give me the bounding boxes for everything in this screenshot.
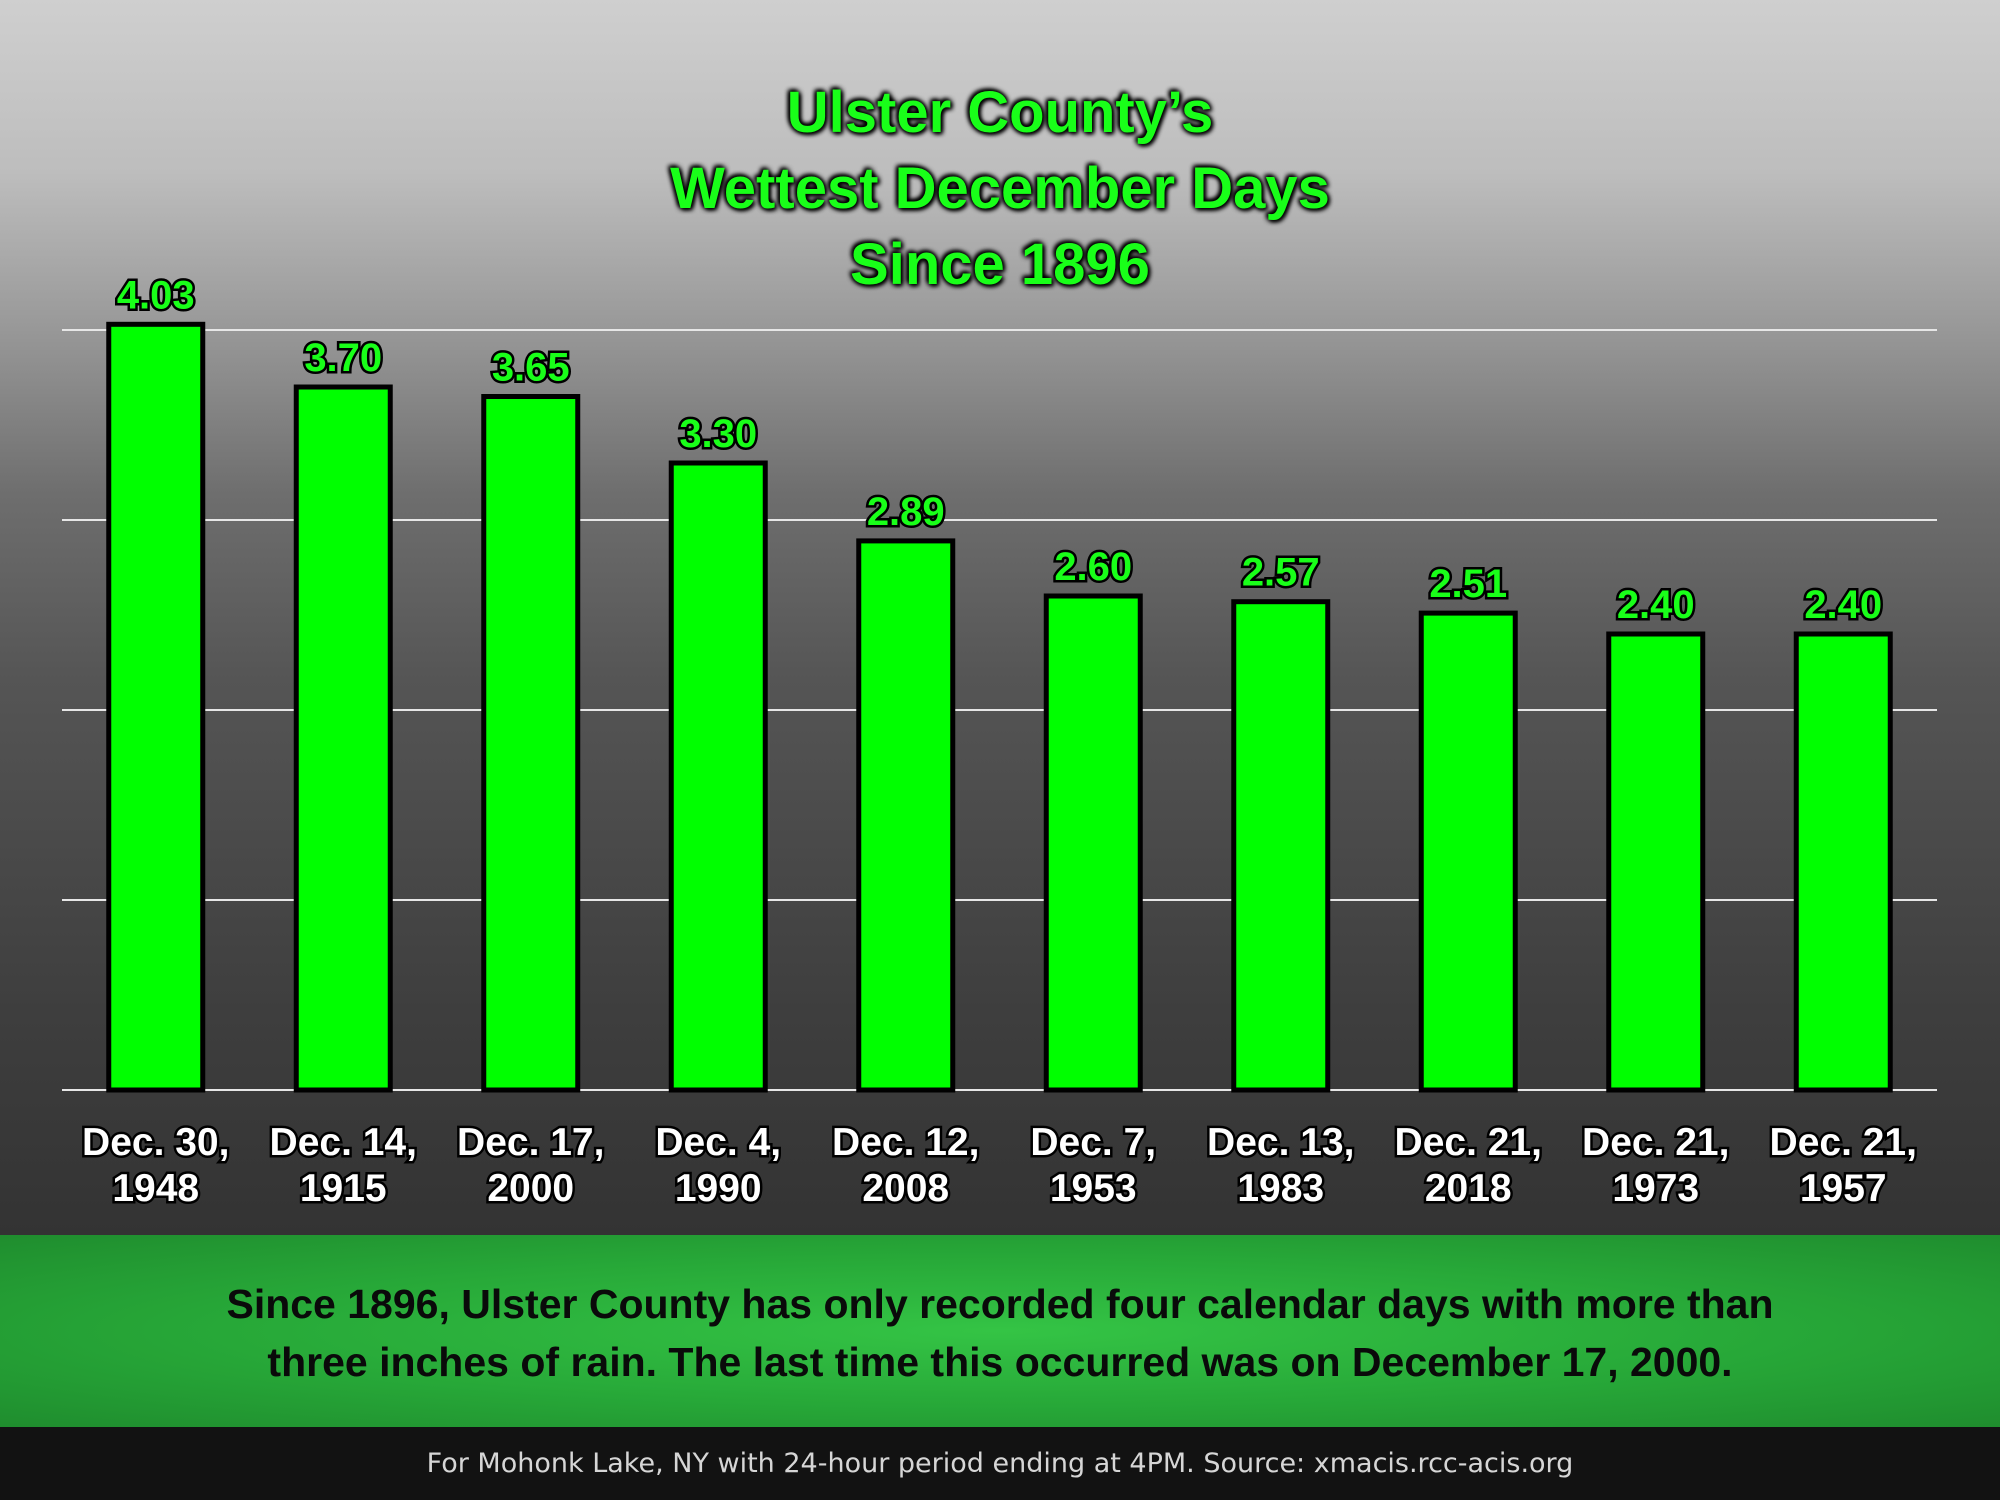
tick-label-1-line-0: Dec. 14,: [270, 1121, 417, 1164]
tick-label-1: Dec. 14, 1915: [270, 1121, 417, 1210]
tick-label-6: Dec. 13, 1983: [1207, 1121, 1354, 1210]
source-note: For Mohonk Lake, NY with 24-hour period …: [426, 1448, 1574, 1479]
tick-label-3-line-0: Dec. 4,: [655, 1121, 781, 1164]
tick-label-6-line-1: 1983: [1237, 1167, 1324, 1210]
value-label-8: 2.40: [1617, 583, 1695, 627]
chart-title-line-1: Ulster County’s: [786, 80, 1214, 145]
bar-5: [1043, 593, 1143, 1093]
tick-label-8-line-1: 1973: [1612, 1167, 1699, 1210]
tick-label-7-line-1: 2018: [1425, 1167, 1512, 1210]
value-label-9: 2.40: [1804, 583, 1882, 627]
value-label-6: 2.57: [1242, 551, 1320, 595]
value-label-1: 3.70: [304, 336, 382, 380]
chart-title-line-2: Wettest December Days: [670, 156, 1330, 221]
tick-label-1-line-1: 1915: [300, 1167, 387, 1210]
tick-label-9-line-0: Dec. 21,: [1770, 1121, 1917, 1164]
value-label-0: 4.03: [117, 273, 195, 317]
chart-title: Ulster County’s Wettest December Days Si…: [400, 75, 1600, 303]
tick-label-9: Dec. 21, 1957: [1770, 1121, 1917, 1210]
tick-label-4-line-1: 2008: [862, 1167, 949, 1210]
bar-chart: 4.03 3.70 3.65 3.30 2.89 2.60 2.57 2.51 2.40 2.40…: [62, 271, 1937, 1213]
bar-4: [856, 538, 956, 1093]
value-label-4: 2.89: [867, 490, 945, 534]
tick-label-0: Dec. 30, 1948: [82, 1121, 229, 1210]
value-label-3: 3.30: [679, 412, 757, 456]
bar-7: [1418, 610, 1518, 1093]
tick-label-0-line-1: 1948: [112, 1167, 199, 1210]
footer-note-line-2: three inches of rain. The last time this…: [267, 1339, 1733, 1385]
bars: [106, 321, 1893, 1093]
tick-label-3: Dec. 4, 1990: [655, 1121, 781, 1210]
tick-label-5-line-1: 1953: [1050, 1167, 1137, 1210]
chart-title-line-3: Since 1896: [850, 232, 1150, 297]
bar-9: [1793, 631, 1893, 1093]
tick-label-3-line-1: 1990: [675, 1167, 762, 1210]
tick-label-4-line-0: Dec. 12,: [832, 1121, 979, 1164]
footer-note: Since 1896, Ulster County has only recor…: [30, 1275, 1970, 1391]
bar-2: [481, 394, 581, 1093]
footer-note-line-1: Since 1896, Ulster County has only recor…: [226, 1281, 1774, 1327]
bar-0: [106, 321, 206, 1093]
value-label-7: 2.51: [1429, 562, 1507, 606]
tick-label-2-line-1: 2000: [487, 1167, 574, 1210]
tick-label-2-line-0: Dec. 17,: [457, 1121, 604, 1164]
tick-label-8-line-0: Dec. 21,: [1582, 1121, 1729, 1164]
value-label-2: 3.65: [492, 346, 570, 390]
bar-8: [1606, 631, 1706, 1093]
value-label-5: 2.60: [1054, 545, 1132, 589]
green-footer-band: [0, 1235, 2000, 1427]
tick-label-5: Dec. 7, 1953: [1030, 1121, 1156, 1210]
bar-1: [293, 384, 393, 1093]
tick-label-7-line-0: Dec. 21,: [1395, 1121, 1542, 1164]
tick-label-0-line-0: Dec. 30,: [82, 1121, 229, 1164]
tick-label-2: Dec. 17, 2000: [457, 1121, 604, 1210]
tick-label-8: Dec. 21, 1973: [1582, 1121, 1729, 1210]
tick-label-9-line-1: 1957: [1800, 1167, 1887, 1210]
tick-label-4: Dec. 12, 2008: [832, 1121, 979, 1210]
bar-3: [668, 460, 768, 1093]
tick-label-6-line-0: Dec. 13,: [1207, 1121, 1354, 1164]
value-labels: 4.03 3.70 3.65 3.30 2.89 2.60 2.57 2.51 2.40 2.40: [114, 271, 1884, 630]
bar-6: [1231, 599, 1331, 1093]
source-band: [0, 1427, 2000, 1500]
tick-label-7: Dec. 21, 2018: [1395, 1121, 1542, 1210]
tick-label-5-line-0: Dec. 7,: [1030, 1121, 1156, 1164]
